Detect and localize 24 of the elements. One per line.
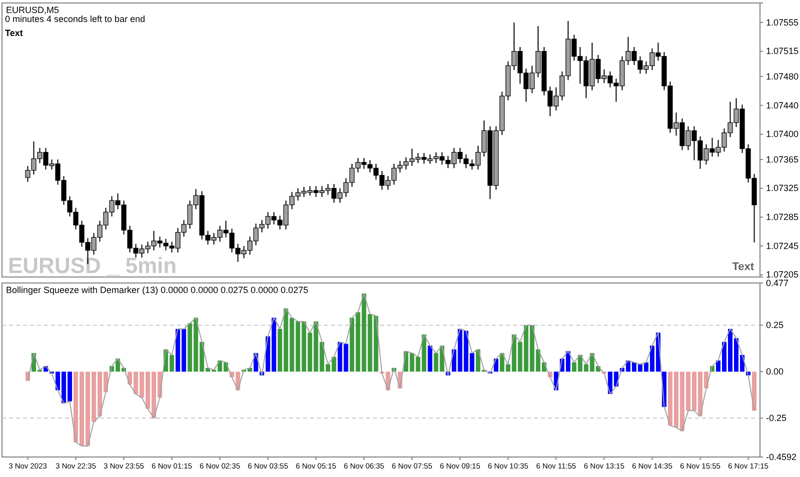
- bar: [494, 358, 498, 372]
- y-tick-label: 1.07400: [766, 129, 799, 140]
- annotation: 0 minutes 4 seconds left to bar end: [5, 14, 146, 24]
- y-tick-label: 1.07480: [766, 71, 799, 82]
- y-tick-label: 1.07325: [766, 183, 799, 194]
- y-tick-label: 1.07285: [766, 212, 799, 222]
- annotation: Text: [732, 261, 754, 273]
- bar: [428, 346, 432, 372]
- y-tick-label: 0.477: [766, 278, 789, 288]
- y-tick-label: 1.07515: [766, 46, 799, 56]
- chart-title: Bollinger Squeeze with Demarker (13) 0.0000 0.0000 0.0275 0.0000 0.0275: [6, 285, 308, 295]
- chart-title: EURUSD,M5: [6, 5, 60, 15]
- y-tick-label: 1.07205: [766, 270, 799, 280]
- y-tick-label: -0.25: [766, 413, 787, 423]
- y-tick-label: -0.4592: [766, 452, 797, 462]
- y-tick-label: 1.07440: [766, 100, 799, 110]
- y-tick-label: 1.07245: [766, 240, 799, 251]
- y-tick-label: 1.07555: [766, 17, 799, 28]
- y-tick-label: 0.00: [766, 366, 784, 377]
- y-tick-label: 1.07365: [766, 154, 799, 164]
- line-series: [27, 293, 755, 446]
- bar: [752, 372, 756, 411]
- y-tick-label: 0.25: [766, 320, 784, 330]
- text: Text: [5, 28, 23, 38]
